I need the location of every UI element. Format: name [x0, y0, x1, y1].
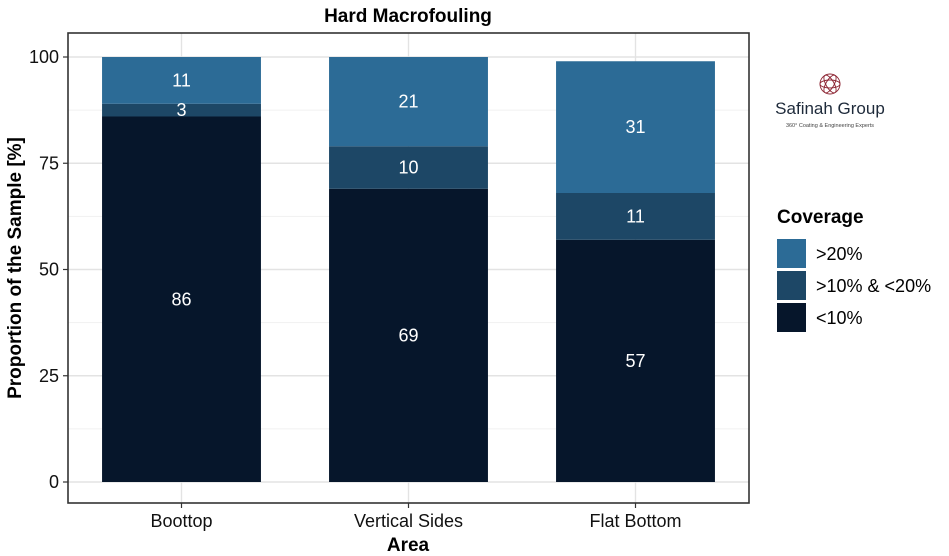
legend-label: >20% [816, 244, 863, 264]
logo-mark-icon [819, 73, 841, 95]
bar-data-label: 11 [172, 70, 191, 90]
bar-data-label: 3 [176, 100, 186, 120]
x-tick-label: Flat Bottom [589, 511, 681, 531]
bar-data-label: 31 [625, 117, 645, 137]
legend-label: <10% [816, 308, 863, 328]
chart-title: Hard Macrofouling [324, 6, 492, 27]
bar-data-label: 11 [626, 206, 645, 226]
y-axis-ticks: 0 25 50 75 100 [29, 47, 68, 492]
safinah-logo: Safinah Group 360° Coating & Engineering… [775, 73, 885, 129]
y-axis-title: Proportion of the Sample [%] [5, 137, 26, 399]
bar-segment [102, 103, 261, 117]
y-tick-label: 75 [39, 153, 59, 173]
y-tick-label: 25 [39, 366, 59, 386]
x-axis-title: Area [387, 535, 430, 556]
bar-data-label: 21 [398, 92, 418, 112]
bar-segment [556, 239, 715, 482]
bar-segment [556, 61, 715, 193]
bar-segment [329, 146, 488, 189]
bar-segment [329, 188, 488, 482]
bar-segment [556, 193, 715, 240]
legend-title: Coverage [777, 207, 864, 228]
bar-segment [102, 116, 261, 482]
x-axis-ticks: Boottop Vertical Sides Flat Bottom [150, 503, 682, 531]
y-tick-label: 0 [49, 472, 59, 492]
y-tick-label: 100 [29, 47, 59, 67]
logo-tagline: 360° Coating & Engineering Experts [786, 123, 874, 129]
bar-data-label: 10 [398, 158, 418, 178]
bar-data-label: 86 [171, 289, 191, 309]
bar-data-label: 69 [398, 325, 418, 345]
legend-swatch [777, 303, 806, 332]
bar-segment [329, 57, 488, 147]
bar-labels: 86 3 11 69 10 21 57 11 31 [171, 70, 645, 371]
bar-segment [102, 57, 261, 104]
bar-data-label: 57 [625, 351, 645, 371]
bars [102, 57, 715, 482]
legend-label: >10% & <20% [816, 276, 931, 296]
legend: Coverage >20% >10% & <20% <10% [777, 207, 931, 332]
x-tick-label: Vertical Sides [354, 511, 463, 531]
logo-name: Safinah Group [775, 99, 885, 118]
x-tick-label: Boottop [150, 511, 212, 531]
legend-swatch [777, 239, 806, 268]
legend-swatch [777, 271, 806, 300]
y-tick-label: 50 [39, 260, 59, 280]
